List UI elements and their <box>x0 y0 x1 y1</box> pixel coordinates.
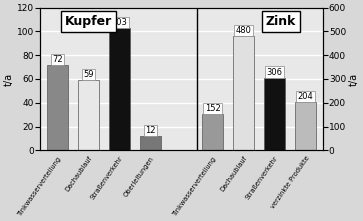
Y-axis label: t/a: t/a <box>349 72 359 86</box>
Bar <box>78 80 99 150</box>
Text: Zink: Zink <box>265 15 296 28</box>
Bar <box>202 114 223 150</box>
Bar <box>295 102 317 150</box>
Y-axis label: t/a: t/a <box>4 72 14 86</box>
Text: 12: 12 <box>145 126 156 135</box>
Bar <box>46 65 68 150</box>
Text: 480: 480 <box>236 26 252 35</box>
Bar <box>109 28 130 150</box>
Text: 152: 152 <box>205 104 220 113</box>
Bar <box>140 136 161 150</box>
Text: 306: 306 <box>266 68 282 77</box>
Text: 103: 103 <box>111 18 127 27</box>
Text: 72: 72 <box>52 55 63 64</box>
Text: Kupfer: Kupfer <box>65 15 112 28</box>
Text: 204: 204 <box>298 92 313 101</box>
Bar <box>233 36 254 150</box>
Text: 59: 59 <box>83 70 94 79</box>
Bar <box>264 78 285 150</box>
